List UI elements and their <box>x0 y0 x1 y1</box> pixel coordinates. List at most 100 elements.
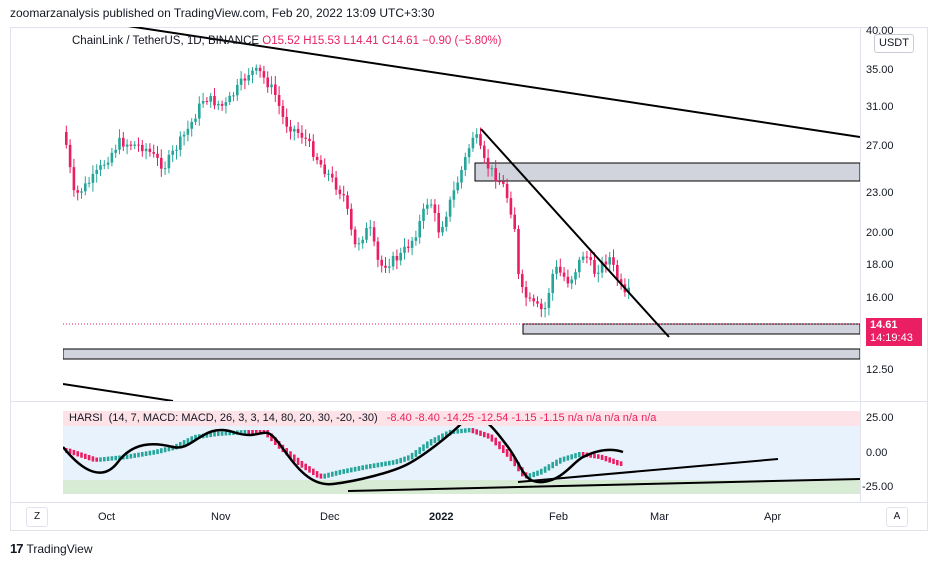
candle-body <box>133 144 136 146</box>
harsi-candle <box>414 450 418 457</box>
zoom-reset-button[interactable]: Z <box>26 507 48 527</box>
harsi-rsi-line <box>63 415 624 486</box>
current-price: 14.61 <box>870 319 898 331</box>
candle-body <box>270 84 273 88</box>
harsi-candle <box>418 447 421 455</box>
candle-body <box>486 157 490 169</box>
candle-body <box>194 118 197 122</box>
harsi-candle <box>91 456 95 462</box>
time-axis-label: Feb <box>549 511 568 523</box>
harsi-candle <box>133 453 136 458</box>
harsi-candle <box>365 464 368 470</box>
candle-body <box>460 170 463 183</box>
candle-body <box>251 70 254 76</box>
candle-body <box>114 149 117 153</box>
candle-body <box>464 157 467 171</box>
price-chart[interactable] <box>63 27 860 401</box>
candle-body <box>517 229 520 275</box>
tradingview-brand[interactable]: 17 TradingView <box>10 541 93 556</box>
candle-body <box>433 204 437 214</box>
harsi-candle <box>566 455 570 461</box>
candle-body <box>627 287 630 293</box>
harsi-candle <box>410 452 414 460</box>
harsi-candle <box>308 466 311 473</box>
resistance-zone <box>474 162 860 182</box>
candle-body <box>509 198 513 215</box>
candle-body <box>456 182 459 191</box>
candle-body <box>437 213 440 233</box>
harsi-candle <box>433 437 437 444</box>
candle-body <box>376 241 380 260</box>
candle-body <box>224 102 228 106</box>
chart-frame <box>10 27 928 531</box>
candle-body <box>581 256 585 260</box>
symbol-name[interactable]: ChainLink / TetherUS, 1D, BINANCE <box>72 35 260 47</box>
support-zone-upper <box>522 323 860 335</box>
candle-body <box>414 237 418 241</box>
harsi-candle <box>471 428 475 434</box>
candle-body <box>266 77 269 88</box>
ohlc-open: O15.52 <box>262 35 300 47</box>
candle-body <box>68 144 72 168</box>
candle-body <box>452 190 456 200</box>
price-axis-label: 23.00 <box>866 187 894 199</box>
currency-button[interactable]: USDT <box>874 34 914 53</box>
harsi-candle <box>220 431 224 436</box>
candle-body <box>331 173 334 178</box>
candle-body <box>483 145 486 158</box>
candle-body <box>445 216 448 227</box>
candle-body <box>429 204 433 206</box>
harsi-candle <box>312 468 315 476</box>
lower-trendline <box>63 383 174 401</box>
candle-body <box>494 168 497 182</box>
harsi-candle <box>331 471 334 477</box>
price-axis-label: 20.00 <box>866 227 894 239</box>
harsi-candle <box>551 461 554 469</box>
candle-body <box>391 255 395 267</box>
candle-body <box>232 95 235 97</box>
candle-body <box>578 259 581 273</box>
candle-body <box>160 157 163 169</box>
harsi-candle <box>426 441 429 449</box>
harsi-axis-label: -25.00 <box>862 481 894 493</box>
price-axis-border <box>860 27 861 503</box>
candle-body <box>585 256 589 258</box>
candle-body <box>198 103 201 119</box>
harsi-name[interactable]: HARSI <box>69 412 103 424</box>
harsi-candle <box>540 468 543 475</box>
harsi-candle <box>258 430 262 434</box>
harsi-candle <box>293 454 296 462</box>
harsi-params: (14, 7, MACD: MACD, 26, 3, 3, 14, 80, 20… <box>108 412 378 424</box>
ohlc-high: H15.53 <box>303 35 341 47</box>
candle-body <box>84 183 87 192</box>
harsi-candle <box>509 452 513 462</box>
harsi-trendline-2 <box>347 478 860 492</box>
time-axis-label: Nov <box>211 511 231 523</box>
pane-separator[interactable] <box>10 401 928 402</box>
candle-body <box>179 136 182 150</box>
candle-body <box>125 144 129 147</box>
candle-body <box>395 255 399 261</box>
ohlc-close: C14.61 <box>381 35 419 47</box>
candle-body <box>369 227 372 229</box>
harsi-candle <box>186 438 190 445</box>
price-axis-label: 31.00 <box>866 101 894 113</box>
harsi-candle <box>190 436 193 443</box>
harsi-candle <box>152 450 155 455</box>
harsi-candle <box>562 456 566 462</box>
harsi-candle <box>76 451 79 457</box>
auto-scale-button[interactable]: A <box>886 507 908 527</box>
candle-body <box>141 144 144 152</box>
harsi-candle <box>395 459 399 465</box>
bar-countdown: 14:19:43 <box>870 332 913 344</box>
harsi-candle <box>403 456 406 462</box>
harsi-candle <box>68 448 72 454</box>
candle-body <box>87 182 91 184</box>
harsi-candle <box>570 454 573 460</box>
candle-body <box>399 252 402 261</box>
harsi-candle <box>543 466 547 473</box>
harsi-candle <box>437 435 440 442</box>
harsi-candle <box>95 457 98 462</box>
time-axis-label: Oct <box>98 511 116 523</box>
harsi-candle <box>616 459 619 466</box>
